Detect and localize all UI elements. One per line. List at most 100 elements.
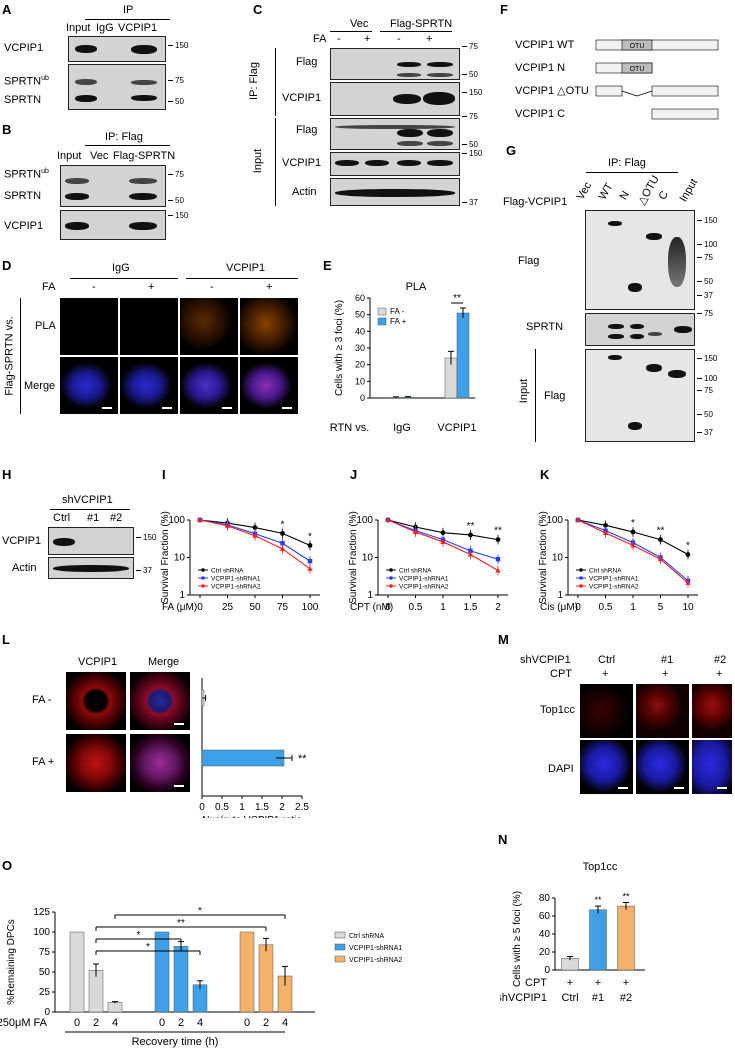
y-tick-label: 20 xyxy=(355,360,365,370)
mw: 37 xyxy=(697,291,713,300)
sig-marker: ** xyxy=(467,521,475,532)
lane-input: Input xyxy=(677,176,701,204)
bar xyxy=(201,749,285,767)
mw: 75 xyxy=(697,386,713,395)
x-tick-label: 1 xyxy=(630,602,636,613)
x-tick-label: 4 xyxy=(112,1017,118,1029)
mw: 150 xyxy=(697,216,717,225)
mw: 75 xyxy=(697,253,713,262)
y-tick-label: 50 xyxy=(39,967,51,978)
data-point xyxy=(280,541,285,546)
y-tick-label: 100 xyxy=(546,515,563,526)
y-axis-label: Cells with ≥ 5 foci (%) xyxy=(512,891,523,987)
mw-37: 37 xyxy=(136,566,152,575)
blot-a-vcpip1 xyxy=(68,36,166,62)
data-point xyxy=(495,557,501,562)
mw-150: 150 xyxy=(136,533,156,542)
x-tick-label: Ctrl xyxy=(561,992,578,1004)
legend-marker xyxy=(201,584,205,588)
legend-marker xyxy=(389,576,393,580)
legend-swatch xyxy=(334,955,346,963)
data-point xyxy=(602,530,609,536)
y-tick-label: 50 xyxy=(355,310,365,320)
y-tick-label: 60 xyxy=(355,293,365,303)
data-point xyxy=(252,532,258,538)
x-tick-label: 50 xyxy=(249,602,261,613)
lane-igg: IgG xyxy=(96,22,114,34)
bar xyxy=(107,1002,123,1013)
lane-wt: WT xyxy=(596,181,616,202)
side-input: Input xyxy=(252,148,265,174)
micrograph-merge-igg-plus xyxy=(120,357,178,414)
panel-d-label: D xyxy=(2,258,12,273)
shvcpip1-label: shVCPIP1 xyxy=(500,992,547,1004)
x-axis-label: FA (μM) xyxy=(162,602,197,613)
y-tick-label: 1 xyxy=(557,590,563,601)
bar xyxy=(589,909,607,971)
x-tick-label: 0.5 xyxy=(409,602,423,613)
micrograph-m-dapi-ctrl xyxy=(580,740,633,794)
x-tick-label: 0 xyxy=(74,1017,80,1029)
sign: + xyxy=(716,668,723,680)
lane-2: #2 xyxy=(110,512,123,524)
legend-marker xyxy=(579,584,583,588)
x-tick-label: 75 xyxy=(277,602,289,613)
lane-vec: Vec xyxy=(574,180,595,202)
panel-a-label: A xyxy=(2,2,12,17)
x-tick-label: 1.5 xyxy=(464,602,478,613)
legend-label: FA + xyxy=(390,317,407,326)
micrograph-pla-vcpip1-plus xyxy=(240,298,298,355)
sig-marker: * xyxy=(198,906,202,917)
row-b-sprtn: SPRTN xyxy=(4,190,42,202)
sign: - xyxy=(397,33,401,45)
micrograph-l-vcpip1-plus xyxy=(66,734,126,792)
otu-domain-wt: OTU xyxy=(630,43,645,50)
legend-label: FA - xyxy=(390,307,405,316)
row-fa-plus: FA + xyxy=(32,756,55,768)
y-axis-label: %Remaining DPCs xyxy=(6,919,17,1005)
blot-g-sprtn xyxy=(585,313,695,346)
x-tick-label: 1 xyxy=(239,802,245,813)
panel-j-label: J xyxy=(350,467,358,482)
bar xyxy=(154,931,170,1013)
y-tick-label: 100 xyxy=(356,515,373,526)
legend-label: VCPIP1-shRNA1 xyxy=(349,945,402,952)
micrograph-l-merge-plus xyxy=(130,734,190,792)
x-axis-label: Nuc/cyto VCPIP1 ratio xyxy=(202,815,302,818)
legend-swatch xyxy=(377,317,387,326)
mw: 50 xyxy=(462,70,478,79)
lane-n: N xyxy=(617,189,632,202)
y-tick-label: 40 xyxy=(355,326,365,336)
panel-o-label: O xyxy=(2,858,13,873)
construct-n: VCPIP1 N xyxy=(515,62,565,74)
data-point xyxy=(307,565,313,571)
blot-h-actin xyxy=(48,557,134,579)
sig-marker: ** xyxy=(298,753,307,765)
cpt-label: CPT xyxy=(525,977,547,989)
panel-g-label: G xyxy=(506,143,517,158)
data-point xyxy=(252,525,258,530)
y-tick-label: 60 xyxy=(539,911,551,922)
mw-150: 150 xyxy=(168,211,188,220)
lane-c: C xyxy=(656,189,671,202)
row-pla: PLA xyxy=(35,320,56,332)
construct-diagram: VCPIP1 WT VCPIP1 N VCPIP1 △OTU VCPIP1 C … xyxy=(515,39,719,120)
y-tick-label: 125 xyxy=(33,907,50,918)
row-g-sprtn: SPRTN xyxy=(526,321,564,333)
sign: + xyxy=(266,281,273,293)
mw: 100 xyxy=(697,374,717,383)
sign: + xyxy=(426,33,433,45)
col-igg: IgG xyxy=(112,262,130,274)
cpt-label: CPT xyxy=(550,668,572,680)
data-point xyxy=(197,517,203,522)
row-h-vcpip1: VCPIP1 xyxy=(2,535,42,547)
panel-c-label: C xyxy=(253,2,263,17)
x-tick-label: 0 xyxy=(385,602,391,613)
row-dapi: DAPI xyxy=(548,763,574,775)
x-tick-label: 0.5 xyxy=(215,802,229,813)
legend-label: Ctrl shRNA xyxy=(349,933,384,940)
row-merge: Merge xyxy=(24,380,56,392)
row-c-vcpip1-input: VCPIP1 xyxy=(282,157,322,169)
y-tick-label: 10 xyxy=(174,553,186,564)
sig-marker: * xyxy=(308,531,312,542)
